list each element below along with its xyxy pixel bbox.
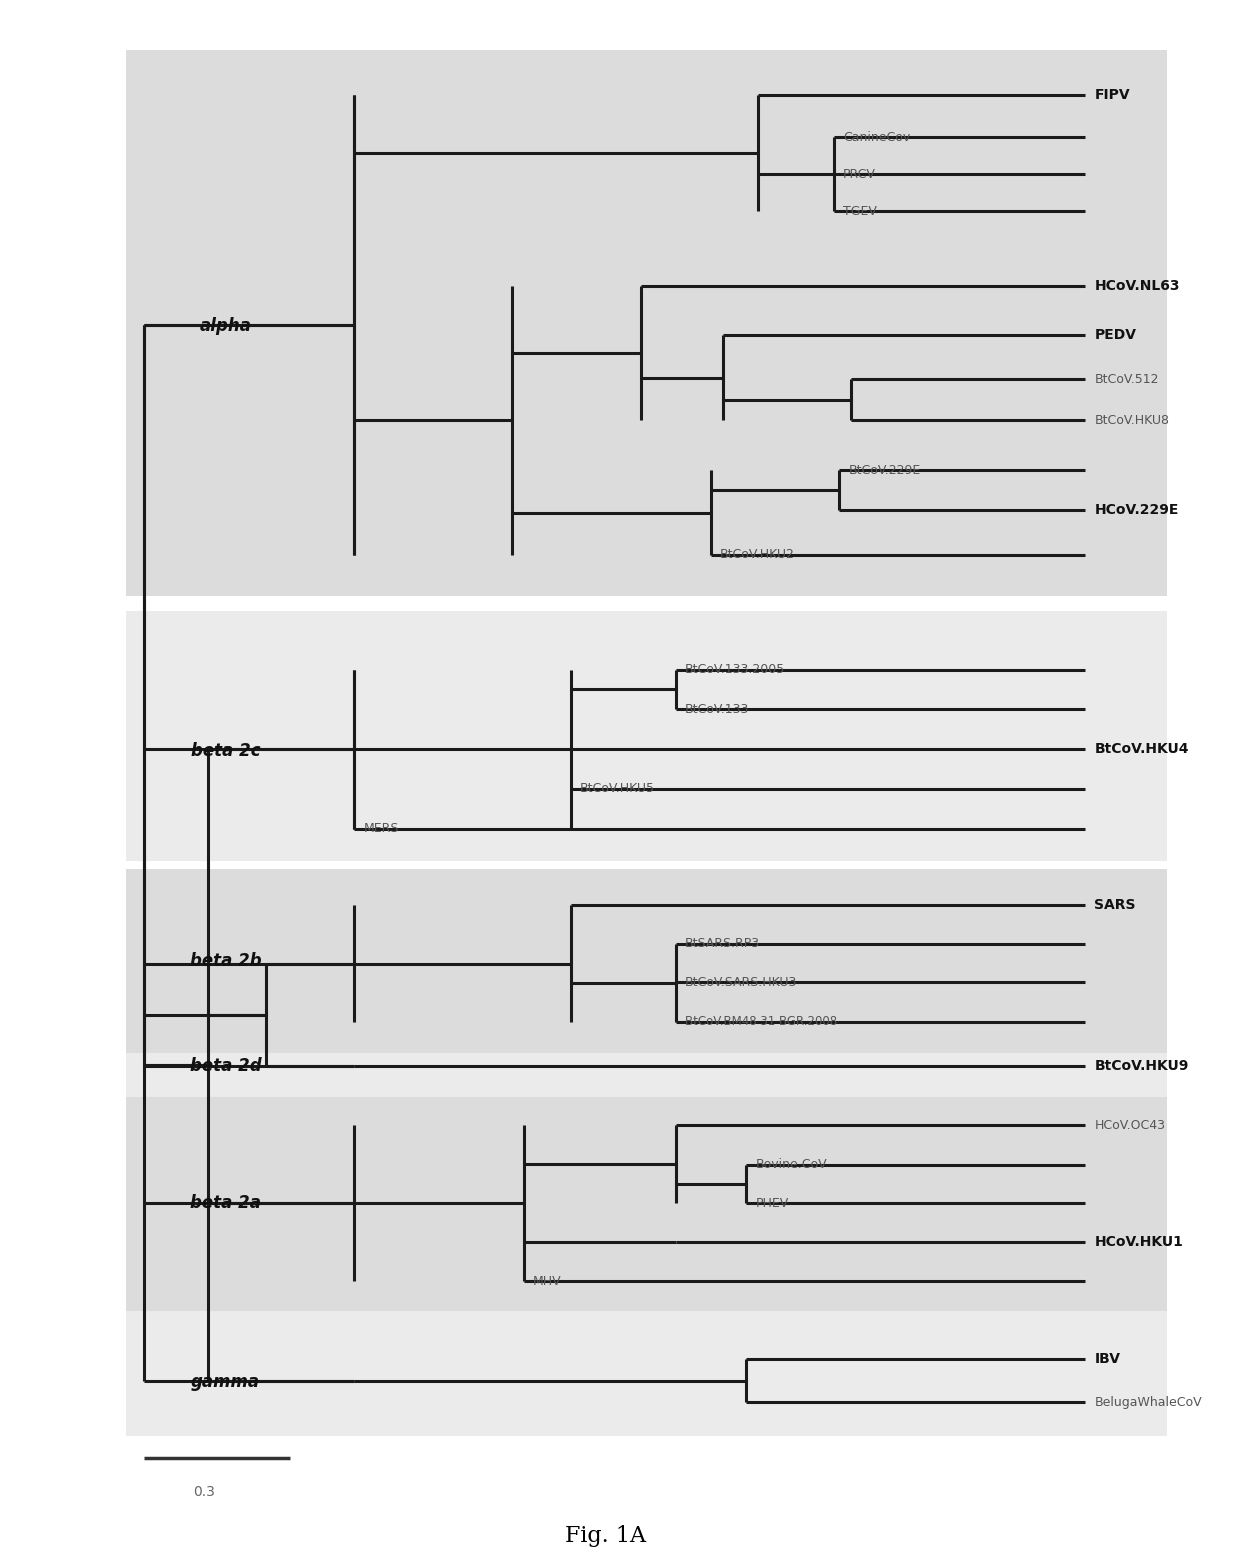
Text: MERS: MERS [363, 822, 399, 836]
Bar [126, 1053, 1167, 1097]
Text: BtCoV.HKU9: BtCoV.HKU9 [1095, 1059, 1189, 1073]
Bar [126, 611, 1167, 861]
Text: TGEV: TGEV [843, 205, 877, 217]
Text: SARS: SARS [1095, 898, 1136, 912]
Text: MHV: MHV [533, 1275, 562, 1287]
Bar [126, 868, 1167, 1053]
Text: BtCoV.HKU4: BtCoV.HKU4 [1095, 742, 1189, 756]
Text: BtCoV.HKU8: BtCoV.HKU8 [1095, 414, 1169, 426]
Text: CanineCov: CanineCov [843, 131, 910, 144]
Text: PRCV: PRCV [843, 167, 875, 181]
Text: BtCoV.133: BtCoV.133 [686, 703, 749, 715]
Text: BtCoV.BM48 31 BGR.2008: BtCoV.BM48 31 BGR.2008 [686, 1015, 837, 1028]
Text: HCoV.OC43: HCoV.OC43 [1095, 1118, 1166, 1131]
Text: alpha: alpha [200, 317, 252, 334]
Text: BtSARS.RP3: BtSARS.RP3 [686, 937, 760, 950]
Bar [126, 1097, 1167, 1311]
Text: beta 2c: beta 2c [191, 742, 260, 759]
Text: beta 2b: beta 2b [190, 953, 262, 970]
Text: Bovine.CoV: Bovine.CoV [755, 1159, 827, 1172]
Text: HCoV.HKU1: HCoV.HKU1 [1095, 1234, 1183, 1248]
Text: 0.3: 0.3 [193, 1485, 216, 1500]
Text: HCoV.229E: HCoV.229E [1095, 503, 1179, 517]
Text: HCoV.NL63: HCoV.NL63 [1095, 280, 1180, 294]
Text: beta 2a: beta 2a [190, 1195, 260, 1212]
Text: BtCoV.HKU2: BtCoV.HKU2 [720, 548, 795, 561]
Text: BtCoV.512: BtCoV.512 [1095, 373, 1159, 386]
Text: BtCoV.HKU5: BtCoV.HKU5 [580, 783, 655, 795]
Text: PEDV: PEDV [1095, 328, 1136, 342]
Bar [126, 50, 1167, 595]
Text: PHEV: PHEV [755, 1196, 789, 1209]
Text: BtCoV.133.2005: BtCoV.133.2005 [686, 662, 785, 676]
Bar [126, 1311, 1167, 1435]
Text: BelugaWhaleCoV: BelugaWhaleCoV [1095, 1396, 1202, 1409]
Text: BtCoV.SARS.HKU3: BtCoV.SARS.HKU3 [686, 976, 797, 989]
Text: beta 2d: beta 2d [190, 1057, 262, 1075]
Text: FIPV: FIPV [1095, 87, 1130, 102]
Text: Fig. 1A: Fig. 1A [565, 1525, 646, 1546]
Text: gamma: gamma [191, 1373, 260, 1390]
Text: BtCoV.229E: BtCoV.229E [849, 464, 921, 476]
Text: IBV: IBV [1095, 1353, 1121, 1367]
